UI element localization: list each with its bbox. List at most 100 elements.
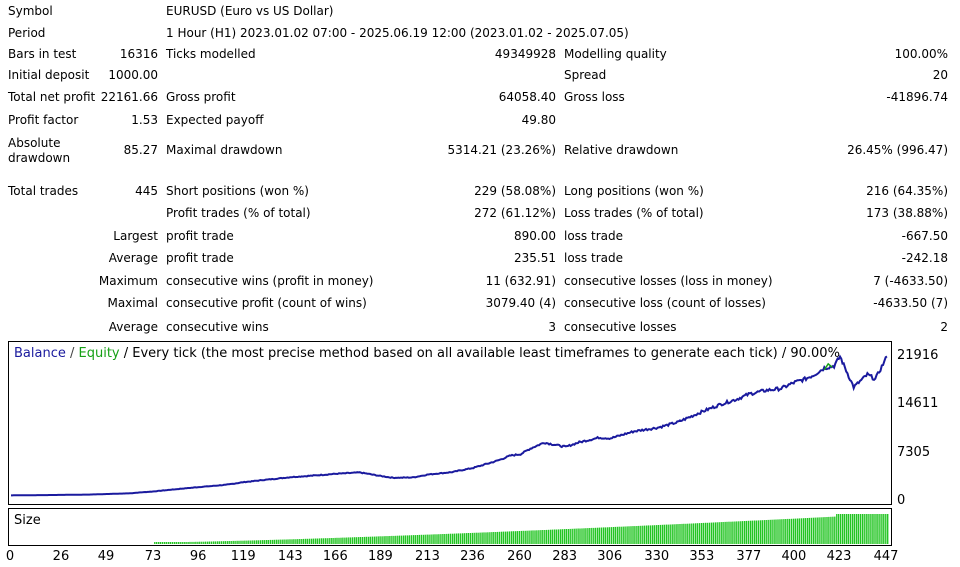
size-bar	[426, 534, 428, 544]
quality-value: 100.00%	[894, 47, 948, 61]
size-bar	[867, 514, 869, 544]
size-bar	[361, 537, 364, 544]
size-bar	[328, 538, 330, 544]
deposit-value: 1000.00	[108, 68, 158, 82]
size-bar	[256, 540, 258, 544]
size-bar	[314, 538, 317, 544]
period-label: Period	[8, 26, 46, 40]
long-value: 216 (64.35%)	[866, 184, 948, 198]
size-bar	[340, 537, 342, 544]
x-tick-label: 306	[597, 549, 623, 564]
size-bar	[669, 524, 671, 544]
size-bar	[614, 526, 616, 544]
size-bar	[424, 534, 426, 544]
size-bar	[422, 534, 424, 544]
size-bar	[877, 514, 879, 544]
size-bar	[593, 527, 595, 544]
y-tick-label: 7305	[897, 444, 931, 460]
size-bar	[312, 538, 315, 544]
x-tick-label: 143	[277, 549, 303, 564]
size-bar	[604, 527, 607, 544]
short-label: Short positions (won %)	[166, 184, 309, 198]
size-bar	[647, 525, 650, 544]
size-bar	[365, 536, 368, 544]
size-bar	[352, 537, 354, 544]
size-bar	[745, 520, 748, 544]
size-bar	[598, 527, 601, 544]
size-bar	[310, 538, 313, 544]
maximal-label: Maximal	[107, 296, 158, 310]
size-bar	[616, 526, 618, 544]
size-bar	[428, 534, 430, 544]
size-bar	[838, 514, 840, 544]
size-bar	[240, 540, 242, 544]
size-bar	[571, 528, 573, 544]
expectedpayoff-value: 49.80	[521, 113, 556, 127]
size-bar	[665, 524, 667, 544]
size-bar	[753, 520, 756, 544]
size-bar	[579, 528, 581, 544]
size-bar	[845, 514, 848, 544]
maximal-profit-value: 3079.40 (4)	[485, 296, 556, 310]
size-bar	[508, 531, 511, 544]
ticks-value: 49349928	[494, 47, 556, 61]
legend-equity: Equity	[78, 346, 120, 361]
size-bar	[655, 525, 658, 544]
size-bar	[608, 527, 611, 544]
grossloss-label: Gross loss	[564, 90, 625, 104]
max-consec-wins-value: 11 (632.91)	[485, 274, 556, 288]
size-bar	[385, 536, 387, 544]
reldd-value: 26.45% (996.47)	[847, 143, 948, 157]
size-bar	[444, 534, 446, 544]
size-bar	[559, 529, 562, 544]
size-bar	[281, 539, 283, 544]
size-bar	[555, 529, 558, 544]
size-bar	[336, 537, 338, 544]
size-bar	[367, 536, 370, 544]
size-bar	[475, 532, 477, 544]
size-bar	[197, 541, 199, 544]
size-bar	[832, 516, 834, 544]
size-bar	[355, 537, 358, 544]
x-tick-label: 260	[507, 549, 532, 564]
size-bar	[794, 518, 797, 544]
profittrades-value: 272 (61.12%)	[474, 206, 556, 220]
size-bar	[177, 542, 179, 544]
size-bar	[271, 539, 274, 544]
y-tick-label: 14611	[897, 396, 939, 411]
size-bar	[785, 519, 787, 544]
size-bar	[597, 527, 599, 544]
size-bar	[214, 541, 217, 544]
size-bar	[359, 537, 362, 544]
profitfactor-label: Profit factor	[8, 113, 79, 127]
size-bar	[861, 514, 863, 544]
size-bar	[207, 541, 209, 544]
size-bar	[518, 531, 520, 544]
size-bar	[179, 542, 181, 544]
size-bar	[765, 520, 767, 544]
largest-profit-value: 890.00	[514, 229, 556, 243]
size-bar	[830, 516, 832, 544]
size-bar	[544, 530, 546, 544]
size-bar	[875, 514, 877, 544]
chart-legend: Balance / Equity / Every tick (the most …	[14, 346, 840, 361]
size-bar	[154, 542, 156, 544]
size-bar	[542, 530, 544, 544]
size-bar	[563, 529, 566, 544]
size-bar	[585, 528, 587, 544]
legend-separator: /	[65, 346, 79, 361]
size-bar	[412, 535, 415, 544]
size-bar	[467, 533, 469, 544]
size-bar	[573, 528, 575, 544]
size-bar	[706, 522, 709, 544]
size-bar	[634, 526, 636, 544]
size-bar	[205, 541, 207, 544]
size-bar	[885, 514, 887, 544]
size-bar	[857, 514, 859, 544]
size-bar	[702, 522, 705, 544]
size-bar	[401, 535, 403, 544]
size-bar	[283, 539, 285, 544]
size-bar	[506, 531, 509, 544]
size-bar	[646, 525, 648, 544]
profittrades-label: Profit trades (% of total)	[166, 206, 311, 220]
